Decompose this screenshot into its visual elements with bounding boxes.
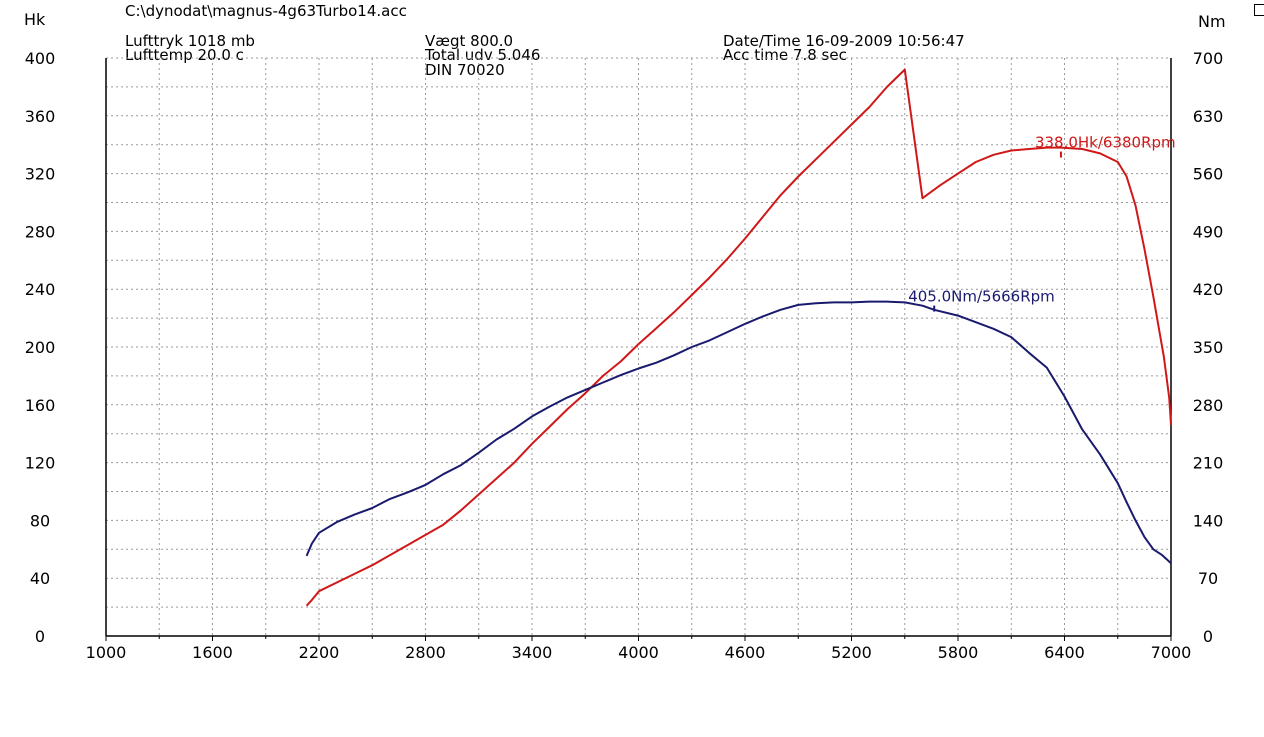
file-path: C:\dynodat\magnus-4g63Turbo14.acc	[125, 2, 407, 20]
x-tick-label: 2800	[405, 643, 446, 662]
total-udv-label: Total udv 5.046	[425, 46, 541, 64]
y-left-tick-label: 160	[25, 396, 56, 415]
y-right-tick-label: 280	[1193, 396, 1224, 415]
x-tick-label: 6400	[1044, 643, 1085, 662]
y-left-tick-label: 280	[25, 222, 56, 241]
y-left-tick-label: 0	[35, 627, 45, 646]
y-right-tick-label: 630	[1193, 107, 1224, 126]
y-right-tick-label: 700	[1193, 49, 1224, 68]
torque-curve	[305, 300, 1172, 565]
torque-peak-label: 405.0Nm/5666Rpm	[908, 288, 1055, 306]
corner-box	[1254, 4, 1264, 16]
y-right-tick-label: 0	[1203, 627, 1213, 646]
x-tick-label: 1600	[192, 643, 233, 662]
y-left-tick-label: 320	[25, 165, 56, 184]
x-tick-label: 1000	[86, 643, 127, 662]
lufttryk-label: Lufttryk 1018 mb	[125, 32, 255, 50]
acc-time-label: Acc time 7.8 sec	[723, 46, 847, 64]
y-right-tick-label: 70	[1198, 569, 1218, 588]
y-left-tick-label: 400	[25, 49, 56, 68]
y-left-tick-label: 360	[25, 107, 56, 126]
y-left-tick-label: 120	[25, 454, 56, 473]
power-peak-label: 338.0Hk/6380Rpm	[1035, 134, 1176, 152]
y-right-tick-label: 490	[1193, 222, 1224, 241]
x-tick-label: 5800	[938, 643, 979, 662]
y-left-tick-label: 240	[25, 280, 56, 299]
y-right-tick-label: 210	[1193, 454, 1224, 473]
power-curve	[305, 68, 1172, 607]
y-right-tick-label: 420	[1193, 280, 1224, 299]
x-tick-label: 7000	[1151, 643, 1192, 662]
y-left-tick-label: 200	[25, 338, 56, 357]
y-left-tick-label: 80	[30, 511, 50, 530]
y-right-tick-label: 350	[1193, 338, 1224, 357]
x-tick-label: 2200	[299, 643, 340, 662]
x-tick-label: 3400	[512, 643, 553, 662]
y-right-tick-label: 560	[1193, 165, 1224, 184]
y-axis-right-title: Nm	[1198, 12, 1226, 31]
din-label: DIN 70020	[425, 61, 505, 79]
datetime-label: Date/Time 16-09-2009 10:56:47	[723, 32, 965, 50]
vaegt-label: Vægt 800.0	[425, 32, 514, 50]
y-left-tick-label: 40	[30, 569, 50, 588]
x-tick-label: 5200	[831, 643, 872, 662]
lufttemp-label: Lufttemp 20.0 c	[125, 46, 244, 64]
y-axis-left-title: Hk	[24, 10, 46, 29]
y-right-tick-label: 140	[1193, 511, 1224, 530]
x-tick-label: 4000	[618, 643, 659, 662]
x-tick-label: 4600	[725, 643, 766, 662]
